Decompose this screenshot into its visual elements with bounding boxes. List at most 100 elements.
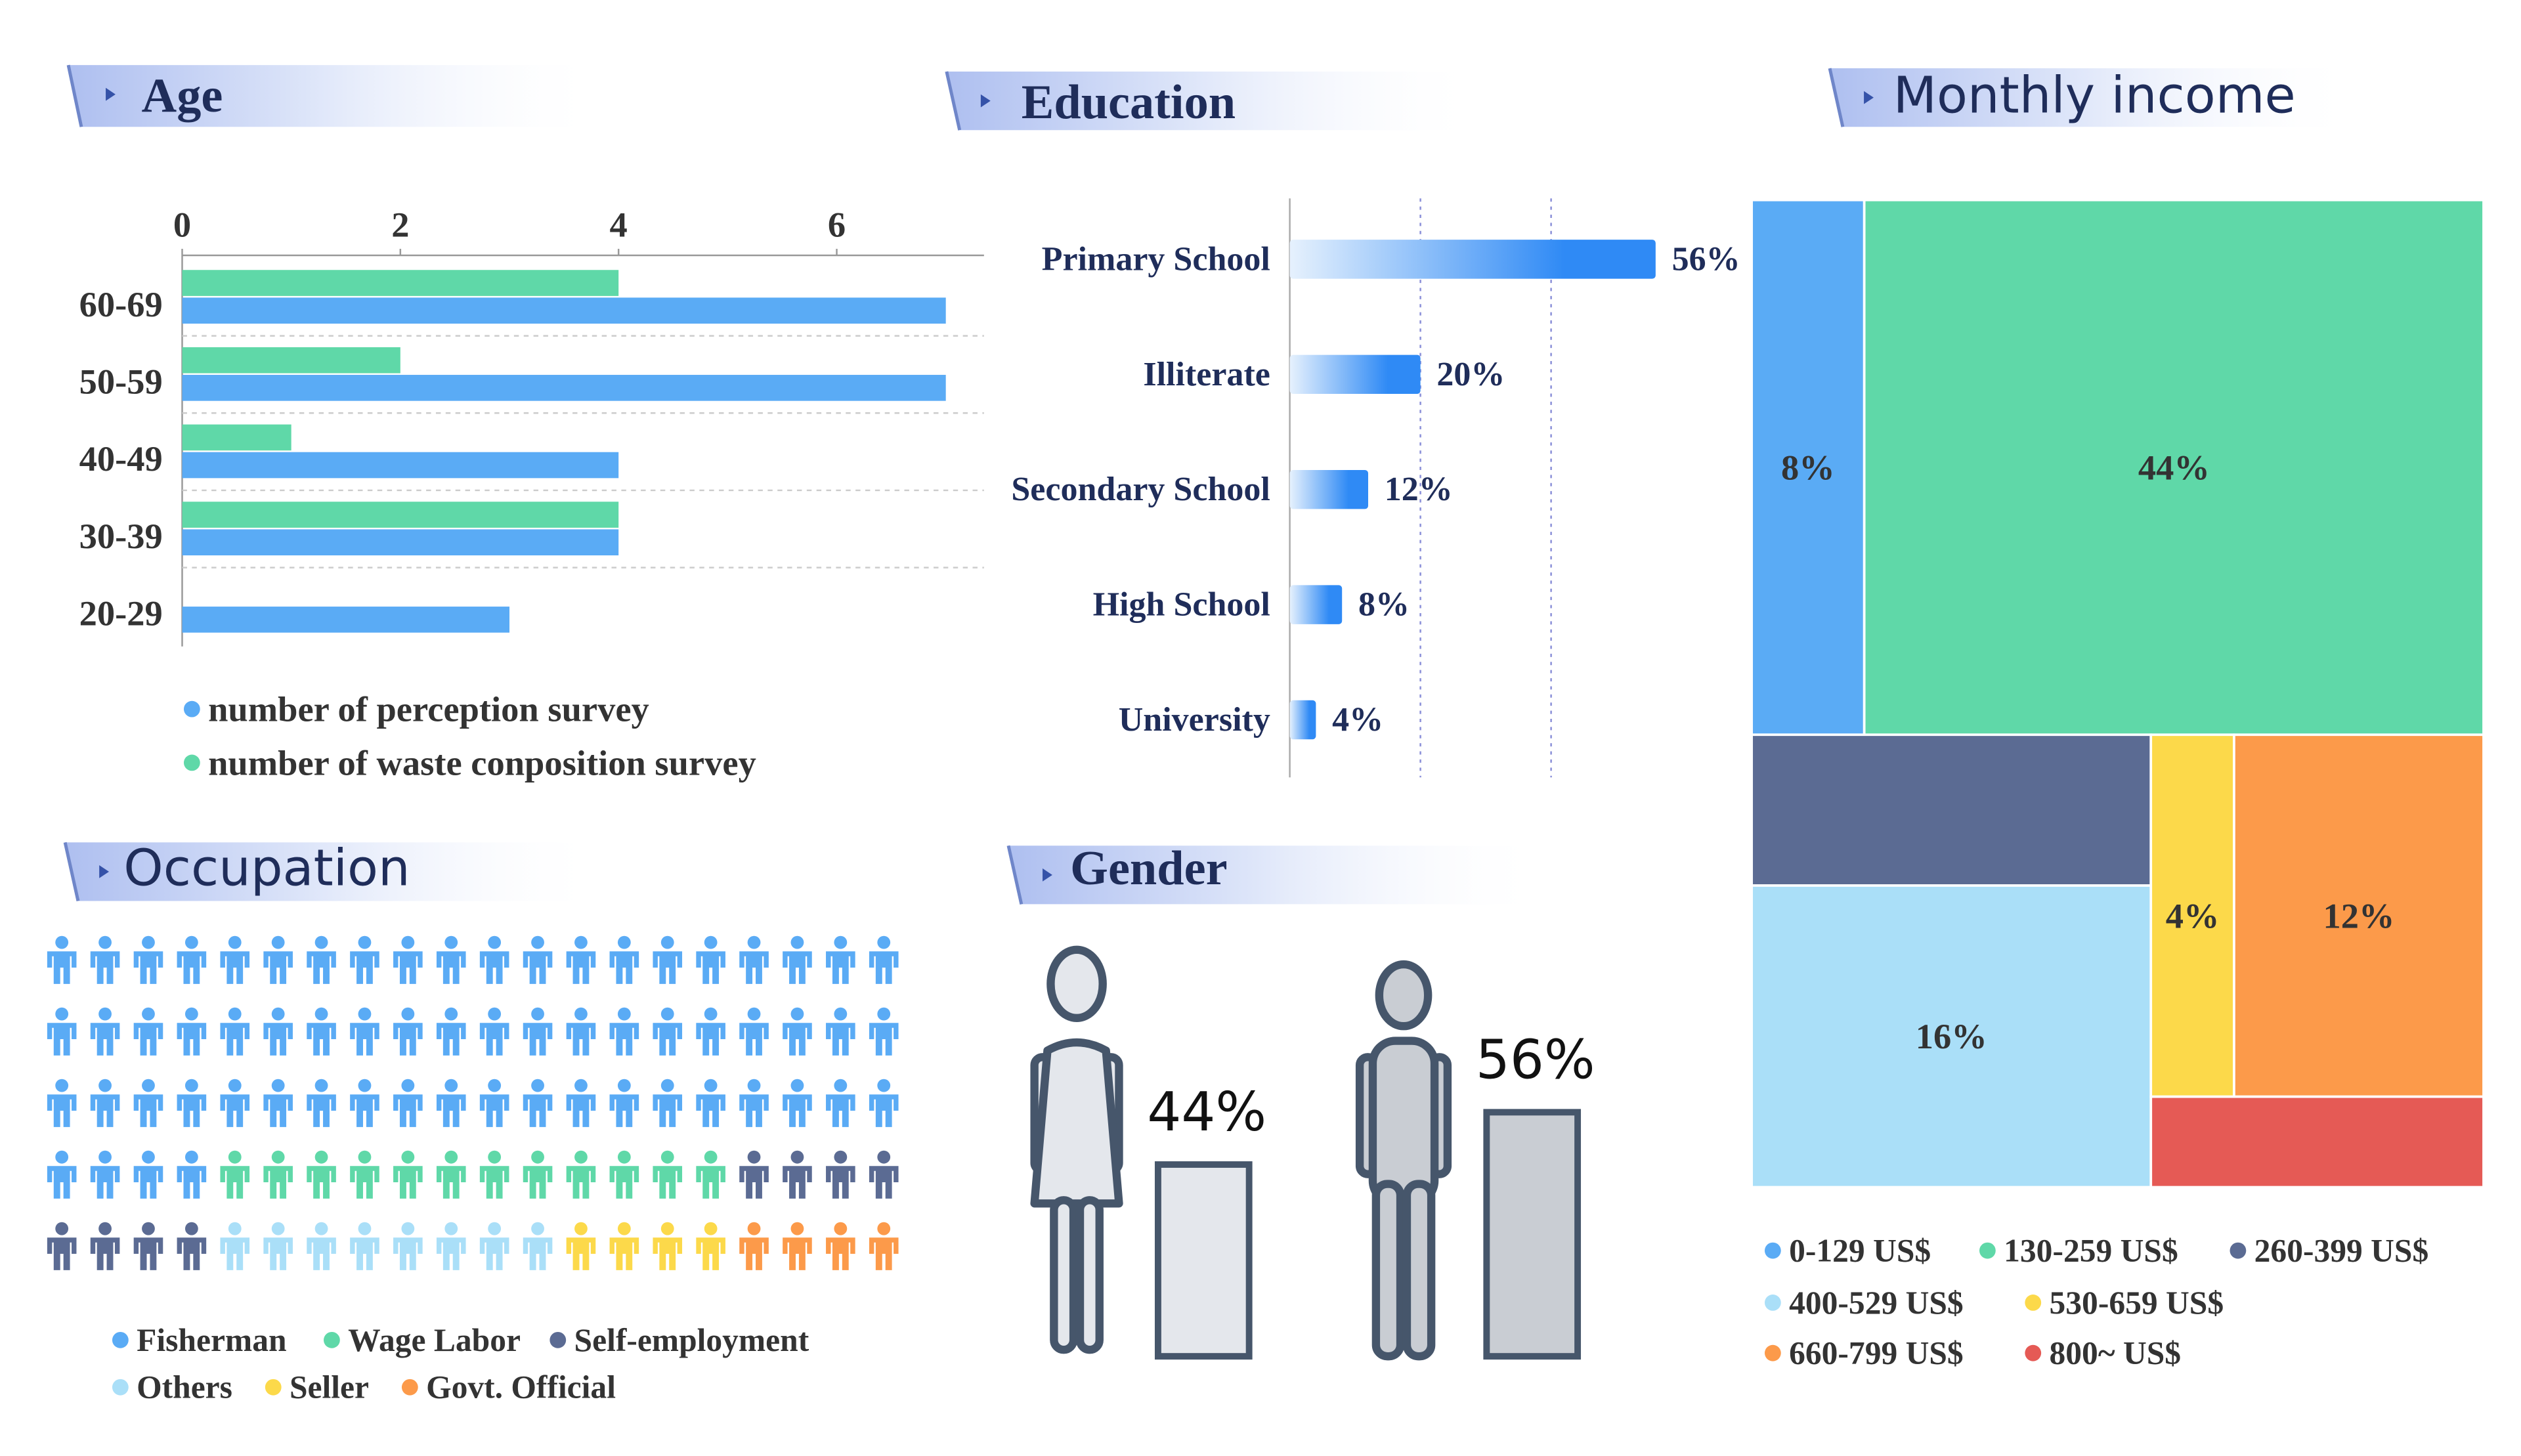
person-icon (220, 1150, 250, 1199)
person-icon (739, 1079, 769, 1127)
legend-label: Seller (290, 1369, 369, 1405)
person-icon (436, 935, 466, 984)
bar (182, 529, 619, 556)
legend-marker (112, 1379, 129, 1396)
person-icon (133, 1079, 163, 1127)
person-icon (90, 1222, 120, 1270)
person-icon (869, 1222, 899, 1270)
person-icon (263, 935, 293, 984)
bar (1289, 469, 1369, 509)
y-tick-label: University (1119, 701, 1270, 739)
person-icon (783, 935, 812, 984)
gender-bar (1154, 1161, 1253, 1360)
person-icon (826, 1222, 855, 1270)
legend-label: 530-659 US$ (2050, 1285, 2224, 1321)
bar (182, 607, 510, 633)
treemap-tile (1750, 884, 2153, 1189)
person-icon (307, 1007, 336, 1056)
person-icon (350, 1007, 379, 1056)
legend-marker (265, 1379, 282, 1396)
y-tick-label: 60-69 (79, 284, 163, 324)
person-icon (177, 1007, 207, 1056)
y-tick-label: Secondary School (1011, 471, 1270, 508)
bar (182, 452, 619, 479)
person-icon (739, 935, 769, 984)
value-label: 44% (2138, 447, 2210, 487)
banner-income (1828, 68, 2359, 127)
person-icon (566, 1150, 596, 1199)
person-icon (696, 1079, 725, 1127)
person-icon (263, 1007, 293, 1056)
legend-marker (1764, 1294, 1781, 1311)
person-icon (826, 1150, 855, 1199)
person-icon (696, 1222, 725, 1270)
legend-label: Others (137, 1369, 232, 1405)
banner-gender (1006, 845, 1545, 905)
person-icon (609, 1007, 639, 1056)
y-tick-label: 50-59 (79, 361, 163, 401)
legend-marker (1764, 1344, 1781, 1361)
person-icon (783, 1150, 812, 1199)
y-tick-label: 30-39 (79, 516, 163, 556)
legend-marker (183, 754, 200, 771)
person-icon (653, 935, 683, 984)
value-label: 8% (1781, 447, 1835, 487)
legend-label: 130-259 US$ (2004, 1233, 2178, 1269)
person-icon (350, 935, 379, 984)
person-icon (739, 1222, 769, 1270)
person-icon (263, 1079, 293, 1127)
treemap-tile (1750, 733, 2153, 887)
person-icon (177, 935, 207, 984)
person-icon (523, 1150, 553, 1199)
person-icon (869, 1079, 899, 1127)
value-label: 8% (1358, 586, 1410, 624)
person-icon (566, 935, 596, 984)
person-icon (609, 1222, 639, 1270)
person-icon (653, 1222, 683, 1270)
person-icon (90, 1150, 120, 1199)
person-icon (739, 1007, 769, 1056)
person-icon (47, 1007, 77, 1056)
person-icon (393, 1222, 423, 1270)
value-label: 44% (1147, 1081, 1266, 1144)
person-icon (653, 1079, 683, 1127)
person-icon (307, 1079, 336, 1127)
banner-age (66, 64, 602, 127)
person-icon (783, 1007, 812, 1056)
person-icon (653, 1007, 683, 1056)
person-icon (609, 1079, 639, 1127)
person-icon (696, 1150, 725, 1199)
person-icon (177, 1150, 207, 1199)
treemap-tile (2149, 733, 2235, 1098)
person-icon (609, 1150, 639, 1199)
person-icon (263, 1222, 293, 1270)
treemap-tile (1863, 198, 2485, 737)
y-tick-label: 40-49 (79, 439, 163, 479)
person-icon (479, 1007, 509, 1056)
person-icon (133, 1222, 163, 1270)
person-icon (47, 1222, 77, 1270)
legend-marker (549, 1331, 567, 1348)
person-icon (479, 1222, 509, 1270)
bar (182, 502, 619, 528)
gender-bar (1483, 1109, 1582, 1360)
y-tick-label: 20-29 (79, 593, 163, 633)
person-icon (350, 1222, 379, 1270)
person-icon (869, 1150, 899, 1199)
person-icon (220, 1079, 250, 1127)
x-tick-label: 6 (828, 204, 846, 244)
person-icon (566, 1222, 596, 1270)
person-icon (436, 1079, 466, 1127)
value-label: 4% (2166, 895, 2220, 935)
person-icon (523, 1222, 553, 1270)
person-icon (826, 1007, 855, 1056)
legend-marker (112, 1331, 129, 1348)
person-icon (653, 1150, 683, 1199)
person-icon (783, 1222, 812, 1270)
person-icon (47, 1079, 77, 1127)
person-icon (739, 1150, 769, 1199)
legend-label: 800~ US$ (2050, 1335, 2182, 1371)
value-label: 4% (1332, 701, 1383, 739)
